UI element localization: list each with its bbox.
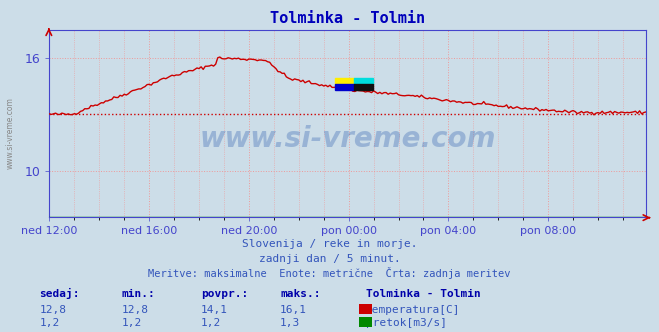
- Text: temperatura[C]: temperatura[C]: [366, 305, 460, 315]
- Text: povpr.:: povpr.:: [201, 289, 248, 299]
- Text: Slovenija / reke in morje.: Slovenija / reke in morje.: [242, 239, 417, 249]
- Text: 12,8: 12,8: [122, 305, 149, 315]
- Text: 14,1: 14,1: [201, 305, 228, 315]
- Bar: [335, 78, 354, 84]
- Text: 1,2: 1,2: [201, 318, 221, 328]
- Text: 1,2: 1,2: [40, 318, 60, 328]
- Text: www.si-vreme.com: www.si-vreme.com: [5, 97, 14, 169]
- Text: 16,1: 16,1: [280, 305, 307, 315]
- Text: zadnji dan / 5 minut.: zadnji dan / 5 minut.: [258, 254, 401, 264]
- Text: sedaj:: sedaj:: [40, 288, 80, 299]
- Text: pretok[m3/s]: pretok[m3/s]: [366, 318, 447, 328]
- Text: min.:: min.:: [122, 289, 156, 299]
- Text: 1,2: 1,2: [122, 318, 142, 328]
- Bar: [354, 78, 373, 84]
- Text: www.si-vreme.com: www.si-vreme.com: [200, 125, 496, 153]
- Text: maks.:: maks.:: [280, 289, 320, 299]
- Text: Meritve: maksimalne  Enote: metrične  Črta: zadnja meritev: Meritve: maksimalne Enote: metrične Črta…: [148, 267, 511, 279]
- Bar: [335, 84, 354, 90]
- Bar: [354, 84, 373, 90]
- Text: 1,3: 1,3: [280, 318, 301, 328]
- Text: Tolminka - Tolmin: Tolminka - Tolmin: [366, 289, 480, 299]
- Text: 12,8: 12,8: [40, 305, 67, 315]
- Title: Tolminka - Tolmin: Tolminka - Tolmin: [270, 11, 425, 26]
